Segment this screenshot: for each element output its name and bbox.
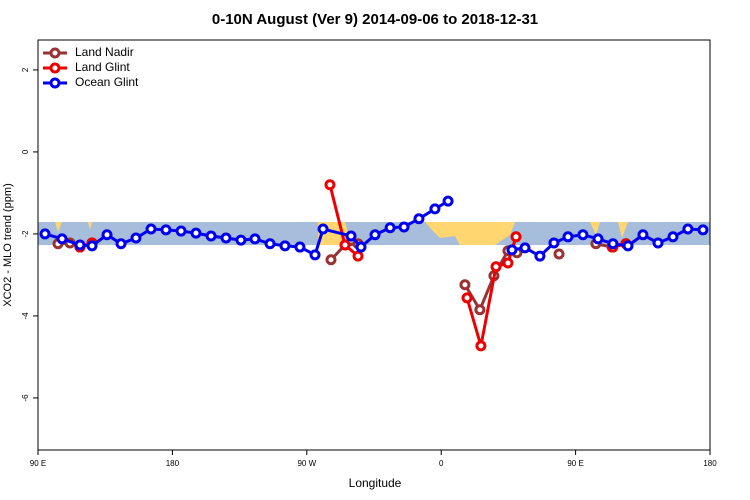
- chart-title: 0-10N August (Ver 9) 2014-09-06 to 2018-…: [212, 11, 538, 28]
- data-point: [325, 254, 337, 266]
- data-point: [519, 242, 531, 254]
- data-point: [652, 237, 664, 249]
- y-tick-label: 2: [21, 67, 30, 72]
- data-point: [697, 224, 709, 236]
- data-point: [534, 250, 546, 262]
- data-point: [506, 244, 518, 256]
- data-point: [352, 250, 364, 262]
- data-point: [175, 225, 187, 237]
- data-point: [622, 240, 634, 252]
- data-point: [101, 229, 113, 241]
- data-point: [74, 239, 86, 251]
- x-tick-label: 0: [439, 459, 444, 468]
- y-tick-label: -2: [21, 230, 30, 238]
- data-point: [190, 227, 202, 239]
- plot-frame: [37, 39, 711, 451]
- legend-label: Ocean Glint: [75, 75, 139, 89]
- data-point: [56, 233, 68, 245]
- data-point: [461, 292, 473, 304]
- x-tick-label: 180: [703, 459, 717, 468]
- data-point: [115, 238, 127, 250]
- data-point: [160, 224, 172, 236]
- data-point: [294, 241, 306, 253]
- y-axis-label: XCO2 - MLO trend (ppm): [2, 183, 14, 306]
- legend-label: Land Nadir: [75, 45, 134, 59]
- legend-marker: [49, 47, 61, 59]
- data-point: [548, 237, 560, 249]
- data-point: [86, 240, 98, 252]
- data-point: [562, 231, 574, 243]
- data-point: [309, 249, 321, 261]
- series-line: [79, 184, 627, 347]
- data-point: [607, 238, 619, 250]
- data-point: [502, 257, 514, 269]
- data-point: [637, 229, 649, 241]
- data-point: [474, 304, 486, 316]
- data-point: [413, 213, 425, 225]
- data-point: [339, 239, 351, 251]
- data-point: [510, 231, 522, 243]
- data-point: [459, 279, 471, 291]
- data-point: [490, 261, 502, 273]
- data-point: [130, 232, 142, 244]
- data-point: [577, 229, 589, 241]
- data-point: [279, 240, 291, 252]
- y-tick-label: -6: [21, 394, 30, 402]
- data-point: [442, 195, 454, 207]
- data-point: [384, 222, 396, 234]
- y-tick-label: -4: [21, 312, 30, 320]
- data-point: [235, 234, 247, 246]
- legend-marker: [49, 62, 61, 74]
- x-tick-label: 90 E: [567, 459, 583, 468]
- x-tick-label: 180: [166, 459, 180, 468]
- data-point: [682, 223, 694, 235]
- data-point: [355, 241, 367, 253]
- legend-label: Land Glint: [75, 60, 130, 74]
- data-point: [324, 179, 336, 191]
- y-tick-label: 0: [21, 149, 30, 154]
- data-point: [145, 223, 157, 235]
- data-point: [429, 203, 441, 215]
- data-point: [264, 238, 276, 250]
- x-tick-label: 90 E: [30, 459, 46, 468]
- data-point: [553, 248, 565, 260]
- data-point: [220, 232, 232, 244]
- x-axis-label: Longitude: [349, 476, 402, 490]
- data-point: [369, 229, 381, 241]
- data-point: [667, 231, 679, 243]
- legend-marker: [49, 77, 61, 89]
- data-point: [39, 228, 51, 240]
- data-point: [398, 221, 410, 233]
- data-point: [345, 230, 357, 242]
- data-point: [249, 233, 261, 245]
- data-point: [317, 223, 329, 235]
- data-point: [205, 230, 217, 242]
- x-tick-label: 90 W: [297, 459, 316, 468]
- data-point: [592, 233, 604, 245]
- data-point: [475, 340, 487, 352]
